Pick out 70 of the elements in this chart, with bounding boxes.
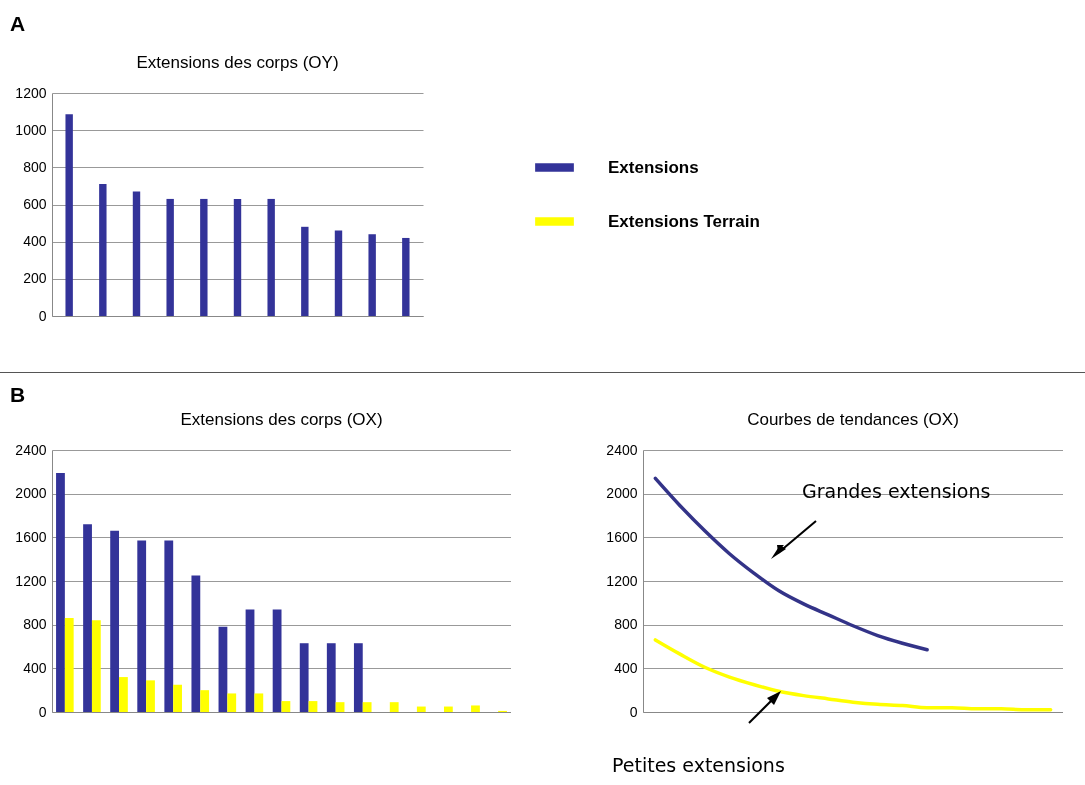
bar [56,472,65,712]
bar [146,680,155,712]
chart-title: Extensions des corps (OY) [136,53,339,72]
bar [281,701,291,712]
y-tick-label: 1200 [606,572,638,589]
bar [164,540,174,712]
bar [299,643,309,712]
bar [83,524,92,712]
annotation: Grandes extensions [802,480,991,502]
legend-label: Extensions [608,157,699,177]
y-tick-label: 2400 [606,441,638,458]
bar [471,705,480,712]
y-tick-label: 0 [38,307,47,324]
bar [200,690,210,712]
bar [173,684,182,712]
bar [389,702,399,712]
bar [254,693,264,712]
bar [353,643,363,712]
bar [132,191,141,316]
y-tick-label: 800 [23,158,47,175]
chart-title: Courbes de tendances (OX) [747,410,959,429]
y-tick-label: 1200 [15,572,47,589]
y-tick-label: 200 [23,270,47,287]
legend-label: Extensions Terrain [608,211,760,231]
bar [166,198,174,316]
y-tick-label: 800 [614,616,638,633]
bar [191,575,201,712]
bar [334,230,343,316]
text: A [10,12,26,36]
bar [301,226,309,316]
bar [137,540,147,712]
y-tick-label: 1200 [15,84,47,101]
bar [308,701,318,712]
bar [416,706,426,712]
bar [326,643,336,712]
y-tick-label: 400 [23,233,47,250]
bar [200,198,208,316]
bar [335,702,345,712]
bar [227,693,237,712]
bar [99,184,107,316]
bar [245,609,255,712]
y-tick-label: 2000 [606,485,638,502]
bar [218,626,228,712]
y-tick-label: 800 [23,616,47,633]
bar [272,609,282,712]
bar [119,677,128,712]
y-tick-label: 1000 [15,121,47,138]
y-tick-label: 1600 [606,528,638,545]
y-tick-label: 400 [23,659,47,676]
text: Petites extensions [612,754,785,776]
chart-title: Extensions des corps (OX) [180,410,383,429]
line-series [653,638,1053,712]
bar [65,114,73,316]
y-tick-label: 0 [629,703,638,720]
text: B [10,383,26,407]
bar [368,234,376,316]
bar [64,618,74,712]
y-tick-label: 0 [38,703,47,720]
y-tick-label: 1600 [15,528,47,545]
y-tick-label: 400 [614,659,638,676]
bar [233,198,242,316]
bar [362,702,372,712]
bar [267,198,275,316]
y-tick-label: 2000 [15,485,47,502]
y-tick-label: 2400 [15,441,47,458]
bar [402,237,410,316]
y-tick-label: 600 [23,196,47,212]
bar [443,706,453,712]
bar [110,530,120,712]
bar [91,620,101,712]
